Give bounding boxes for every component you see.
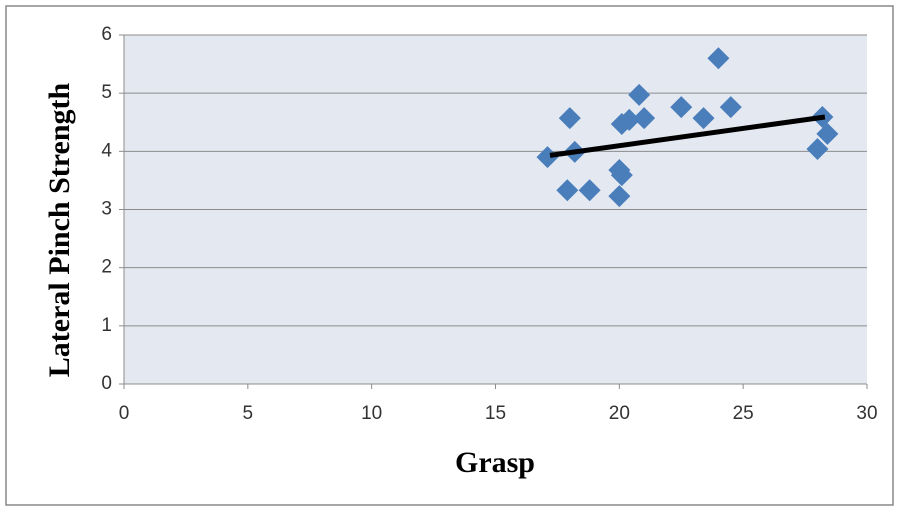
point	[608, 158, 631, 181]
point	[628, 83, 651, 106]
x-tick-label: 0	[119, 403, 130, 424]
point	[556, 179, 579, 202]
point	[707, 47, 730, 70]
y-axis-title: Lateral Pinch Strength	[43, 82, 76, 377]
point	[536, 146, 559, 169]
y-tick-label: 2	[101, 257, 112, 278]
point	[578, 179, 601, 202]
y-tick-label: 4	[101, 140, 112, 161]
x-tick-label: 25	[733, 403, 754, 424]
point	[692, 107, 715, 130]
y-tick-label: 0	[101, 373, 112, 394]
y-tick-label: 6	[101, 24, 112, 45]
point	[633, 107, 656, 130]
point	[719, 96, 742, 119]
x-axis-title: Grasp	[455, 446, 535, 479]
x-tick-label: 30	[856, 403, 877, 424]
trendline	[549, 114, 826, 158]
x-tick-label: 10	[361, 403, 382, 424]
x-tick-label: 20	[609, 403, 630, 424]
y-tick-label: 3	[101, 199, 112, 220]
x-tick-label: 15	[485, 403, 506, 424]
point	[618, 108, 641, 131]
x-tick-label: 5	[243, 403, 254, 424]
point	[608, 185, 631, 208]
y-tick-label: 5	[101, 82, 112, 103]
point	[806, 138, 829, 161]
point	[670, 96, 693, 119]
point	[816, 122, 839, 145]
point	[558, 107, 581, 130]
y-tick-label: 1	[101, 315, 112, 336]
